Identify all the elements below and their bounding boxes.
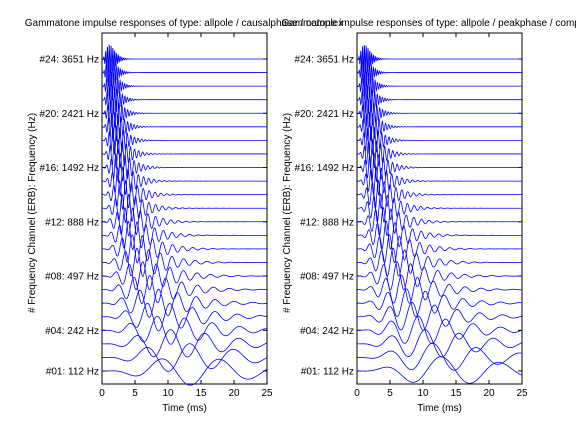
channel-label: #04: 242 Hz [45, 326, 99, 337]
impulse-response-trace [102, 275, 268, 305]
x-tick-label: 0 [354, 388, 360, 399]
impulse-response-trace [357, 152, 522, 183]
right-y-axis-label: # Frequency Channel (ERB): Frequency (Hz… [282, 113, 293, 313]
impulse-response-trace [102, 180, 267, 210]
left-panel: Gammatone impulse responses of type: all… [25, 18, 344, 414]
x-tick-label: 25 [261, 388, 273, 399]
channel-label: #24: 3651 Hz [295, 55, 355, 66]
impulse-response-trace [357, 247, 522, 277]
impulse-response-trace [102, 302, 268, 332]
impulse-response-trace [357, 179, 522, 210]
channel-label: #04: 242 Hz [300, 326, 354, 337]
impulse-response-trace [357, 302, 523, 331]
x-tick-label: 20 [483, 388, 495, 399]
impulse-response-trace [102, 261, 268, 291]
impulse-response-trace [102, 315, 267, 345]
left-y-axis-label: # Frequency Channel (ERB): Frequency (Hz… [27, 113, 38, 313]
impulse-response-trace [102, 288, 268, 318]
channel-label: #24: 3651 Hz [40, 55, 100, 66]
impulse-response-trace [357, 98, 522, 128]
x-tick-label: 0 [99, 388, 105, 399]
impulse-response-trace [357, 329, 523, 358]
left-plot-area: 0 5 10 15 20 25 #24: 3651 Hz #20: 2421 Hz #16: 1… [40, 32, 273, 399]
impulse-response-trace [102, 166, 267, 196]
impulse-response-trace [357, 111, 522, 142]
x-tick-label: 25 [516, 388, 528, 399]
channel-label: #08: 497 Hz [45, 272, 99, 283]
x-tick-label: 15 [195, 388, 207, 399]
impulse-response-trace [102, 112, 267, 143]
impulse-response-trace [102, 329, 268, 358]
impulse-response-trace [102, 98, 267, 128]
impulse-response-trace [102, 124, 267, 155]
impulse-response-trace [102, 358, 268, 386]
channel-label: #20: 2421 Hz [295, 109, 355, 120]
channel-label: #16: 1492 Hz [40, 163, 100, 174]
impulse-response-trace [101, 58, 267, 87]
impulse-response-trace [102, 138, 267, 169]
impulse-response-trace [102, 220, 267, 250]
impulse-response-trace [356, 85, 522, 115]
x-tick-label: 15 [450, 388, 462, 399]
right-plot-area: 0 5 10 15 20 25 #24: 3651 Hz #20: 2421 Hz #16: 1… [295, 32, 528, 399]
impulse-response-trace [357, 261, 522, 291]
impulse-response-trace [102, 207, 267, 237]
right-panel: Gammatone impulse responses of type: all… [281, 18, 576, 414]
impulse-response-trace [356, 58, 522, 87]
channel-label: #01: 112 Hz [46, 367, 99, 378]
impulse-response-trace [357, 193, 522, 223]
impulse-response-trace [357, 274, 523, 304]
impulse-response-trace [102, 234, 267, 264]
impulse-response-trace [357, 71, 522, 101]
impulse-response-trace [102, 43, 267, 74]
impulse-response-trace [357, 126, 522, 156]
channel-label: #12: 888 Hz [300, 217, 354, 228]
x-tick-label: 5 [132, 388, 138, 399]
impulse-response-trace [357, 315, 523, 345]
left-x-axis-label: Time (ms) [162, 403, 207, 414]
channel-label: #12: 888 Hz [45, 217, 99, 228]
impulse-response-trace [357, 139, 522, 169]
channel-label: #20: 2421 Hz [40, 109, 100, 120]
x-tick-label: 20 [228, 388, 240, 399]
right-x-axis-label: Time (ms) [417, 403, 462, 414]
right-panel-title: Gammatone impulse responses of type: all… [281, 18, 576, 29]
impulse-response-trace [357, 356, 523, 384]
impulse-response-trace [357, 207, 522, 237]
impulse-response-trace [357, 234, 522, 264]
impulse-response-trace [357, 44, 522, 73]
x-tick-label: 10 [162, 388, 174, 399]
impulse-response-trace [101, 85, 267, 115]
impulse-response-trace [357, 342, 523, 371]
impulse-response-trace [102, 152, 267, 183]
left-panel-title: Gammatone impulse responses of type: all… [25, 18, 344, 29]
impulse-response-trace [102, 71, 267, 101]
channel-label: #01: 112 Hz [301, 367, 354, 378]
impulse-response-trace [357, 288, 523, 318]
channel-label: #16: 1492 Hz [295, 163, 355, 174]
impulse-response-trace [102, 247, 267, 277]
channel-label: #08: 497 Hz [300, 272, 354, 283]
x-tick-label: 10 [417, 388, 429, 399]
x-tick-label: 5 [387, 388, 393, 399]
impulse-response-trace [357, 166, 522, 196]
impulse-response-trace [357, 220, 522, 250]
impulse-response-trace [102, 343, 268, 372]
